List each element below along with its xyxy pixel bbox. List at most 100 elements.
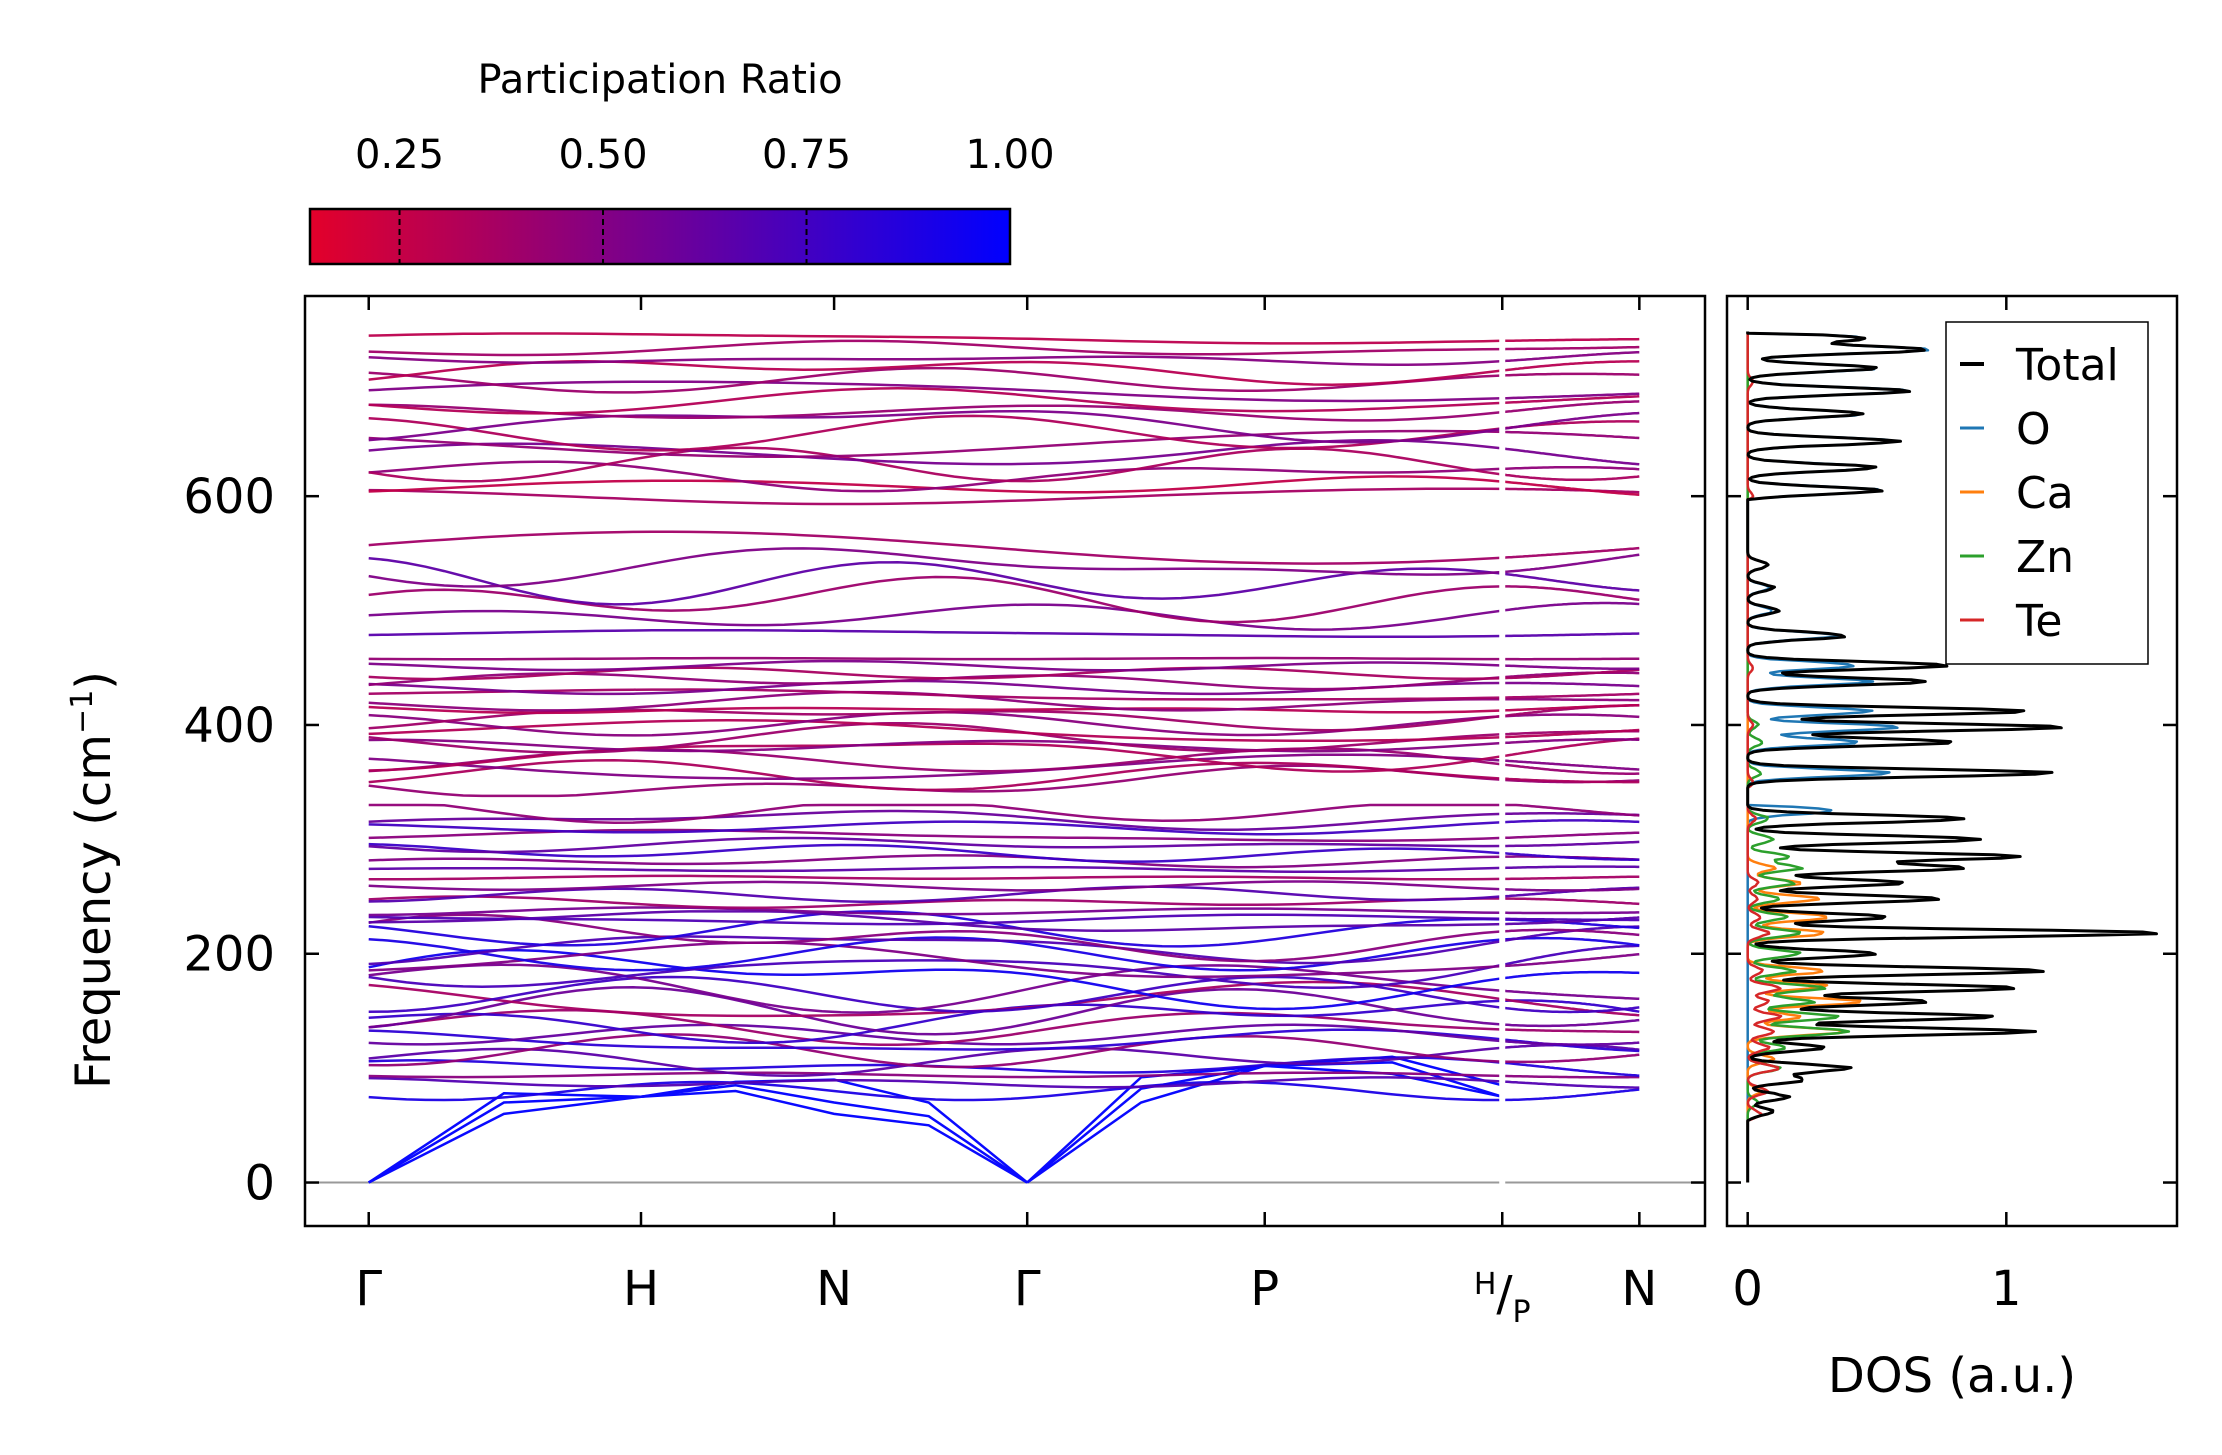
x-axis-label-dos: DOS (a.u.) bbox=[1828, 1348, 2076, 1404]
band-line bbox=[1502, 657, 1640, 661]
colorbar-tick-label: 0.75 bbox=[762, 132, 851, 178]
band-line bbox=[1502, 728, 1640, 739]
band-line bbox=[368, 742, 1503, 773]
band-line bbox=[1502, 819, 1640, 824]
x-tick-label-slash: / bbox=[1496, 1266, 1513, 1322]
legend-label-ca: Ca bbox=[2016, 468, 2074, 519]
band-line bbox=[1502, 632, 1640, 638]
band-line bbox=[368, 366, 1503, 394]
band-line bbox=[1502, 400, 1640, 414]
band-lines bbox=[305, 296, 1705, 1226]
x-tick-label: H/P bbox=[1474, 1266, 1531, 1330]
band-line bbox=[368, 679, 1503, 696]
band-line bbox=[368, 666, 1503, 681]
band-line bbox=[368, 530, 1503, 565]
y-axis-label-text: Frequency (cm bbox=[66, 734, 122, 1089]
band-line bbox=[368, 603, 1503, 631]
band-line bbox=[368, 803, 1503, 824]
band-line bbox=[1502, 351, 1640, 363]
band-line bbox=[1502, 703, 1640, 712]
x-tick-label: P bbox=[1250, 1261, 1279, 1317]
band-line bbox=[368, 936, 1503, 972]
band-line bbox=[368, 719, 1503, 742]
acoustic-branch bbox=[368, 1084, 1028, 1184]
band-line bbox=[1501, 944, 1640, 967]
dos-x-tick-label: 0 bbox=[1732, 1261, 1763, 1317]
band-line bbox=[1502, 1061, 1640, 1077]
dos-lines bbox=[1746, 331, 2158, 1183]
band-line bbox=[1502, 1088, 1640, 1102]
band-line bbox=[1502, 480, 1640, 496]
band-line bbox=[368, 980, 1503, 1018]
band-line bbox=[368, 948, 1503, 1011]
band-line bbox=[1502, 917, 1640, 922]
band-line bbox=[368, 986, 1503, 1036]
band-line bbox=[1502, 911, 1640, 915]
band-line bbox=[368, 575, 1503, 624]
band-line bbox=[1502, 887, 1640, 892]
legend-label-total: Total bbox=[2015, 340, 2119, 391]
band-line bbox=[368, 339, 1503, 357]
y-axis-label-superscript: −1 bbox=[65, 690, 100, 734]
band-line bbox=[1502, 664, 1640, 671]
band-line bbox=[1502, 759, 1640, 771]
band-line bbox=[368, 360, 1503, 386]
band-line bbox=[1502, 777, 1640, 784]
band-line bbox=[1502, 1018, 1640, 1028]
band-line bbox=[368, 836, 1503, 854]
y-tick-label: 400 bbox=[183, 698, 275, 754]
band-line bbox=[1502, 692, 1640, 699]
band-line bbox=[1502, 989, 1640, 1001]
band-line bbox=[1502, 952, 1640, 968]
legend-label-zn: Zn bbox=[2016, 532, 2074, 583]
band-line bbox=[368, 941, 1503, 979]
colorbar-tick-label: 0.25 bbox=[355, 132, 444, 178]
legend-label-o: O bbox=[2016, 404, 2051, 455]
band-line bbox=[368, 628, 1503, 639]
band-line bbox=[1502, 601, 1640, 612]
band-line bbox=[368, 1028, 1503, 1051]
colorbar-title: Participation Ratio bbox=[477, 57, 842, 103]
band-line bbox=[368, 1046, 1503, 1078]
band-line bbox=[1502, 713, 1640, 719]
band-line bbox=[368, 721, 1503, 754]
band-line bbox=[1502, 1074, 1640, 1079]
band-line bbox=[368, 429, 1503, 459]
band-line bbox=[368, 355, 1503, 366]
band-line bbox=[368, 880, 1503, 892]
y-tick-label: 0 bbox=[244, 1156, 275, 1212]
band-line bbox=[1502, 997, 1640, 1017]
band-line bbox=[1502, 803, 1640, 817]
band-line bbox=[368, 659, 1503, 672]
band-line bbox=[368, 874, 1503, 881]
band-line bbox=[368, 556, 1503, 606]
band-line bbox=[1502, 394, 1640, 405]
colorbar-tick-label: 0.50 bbox=[558, 132, 647, 178]
band-line bbox=[368, 387, 1503, 415]
dos-line-total bbox=[1746, 331, 2158, 1183]
band-line bbox=[1502, 1053, 1640, 1064]
band-line bbox=[368, 1033, 1503, 1069]
band-line bbox=[368, 1071, 1503, 1079]
x-tick-label-sub: P bbox=[1513, 1295, 1531, 1330]
band-line bbox=[1502, 851, 1640, 861]
band-line bbox=[368, 380, 1503, 403]
y-tick-label: 200 bbox=[183, 927, 275, 983]
band-line bbox=[1502, 1006, 1640, 1014]
y-tick-label: 600 bbox=[183, 469, 275, 525]
colorbar-ticks bbox=[398, 209, 808, 264]
band-line bbox=[368, 1076, 1503, 1089]
band-line bbox=[1502, 928, 1640, 937]
dos-frame bbox=[1725, 294, 2179, 1228]
x-tick-label: H bbox=[623, 1261, 659, 1317]
band-line bbox=[368, 906, 1503, 917]
y-axis-label: Frequency (cm−1) bbox=[65, 671, 122, 1089]
colorbar bbox=[308, 207, 1012, 266]
band-line bbox=[368, 809, 1503, 832]
band-line bbox=[1502, 865, 1640, 870]
band-line bbox=[368, 865, 1503, 874]
dos-line-o bbox=[1746, 331, 1930, 1183]
band-line bbox=[1502, 831, 1640, 840]
colorbar-tick-labels: 0.25 0.50 0.75 1.00 bbox=[355, 132, 1055, 178]
